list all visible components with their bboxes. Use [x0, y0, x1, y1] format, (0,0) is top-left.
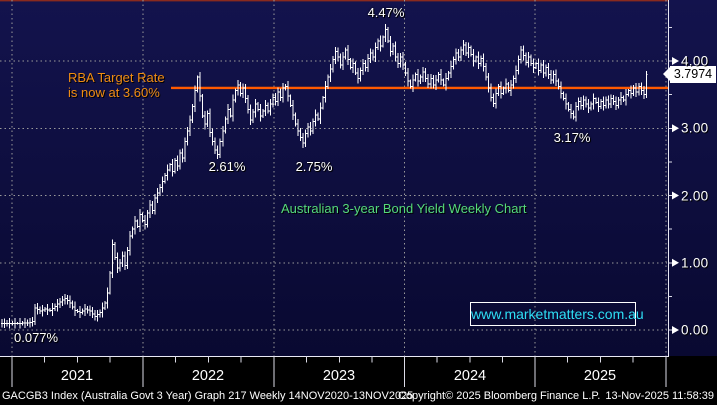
- y-tick-label: 4.00: [681, 53, 709, 69]
- x-tick-label-2023: 2023: [322, 368, 356, 384]
- footer-copyright: Copyright© 2025 Bloomberg Finance L.P.: [398, 390, 601, 402]
- x-tick-label-2024: 2024: [453, 368, 487, 384]
- y-tick-label: 2.00: [681, 188, 709, 203]
- chart-annotation: 3.17%: [553, 130, 591, 145]
- y-tick-label: 0.00: [681, 322, 709, 338]
- chart-annotation: 2.61%: [208, 159, 246, 174]
- footer-security-info: GACGB3 Index (Australia Govt 3 Year) Gra…: [2, 390, 414, 402]
- last-price-callout: 3.7974: [663, 66, 716, 83]
- chart-annotation: 4.47%: [367, 5, 405, 20]
- y-tick-label: 3.00: [681, 120, 709, 136]
- marketmatters-link[interactable]: www.marketmatters.com.au: [470, 302, 644, 326]
- footer-datetime: 13-Nov-2025 11:58:39: [605, 390, 714, 402]
- marketmatters-url[interactable]: www.marketmatters.com.au: [471, 306, 644, 322]
- x-tick-label-2022: 2022: [191, 368, 225, 384]
- last-price-value: 3.7974: [673, 67, 713, 81]
- y-tick-label: 1.00: [681, 255, 709, 271]
- rba-target-rate-line2: is now at 3.60%: [68, 85, 160, 100]
- chart-annotation: 2.75%: [295, 159, 333, 174]
- chart-title: Australian 3-year Bond Yield Weekly Char…: [281, 201, 527, 216]
- footer-bar: GACGB3 Index (Australia Govt 3 Year) Gra…: [0, 390, 717, 405]
- x-tick-label-2021: 2021: [60, 368, 94, 384]
- x-tick-label-2025: 2025: [583, 368, 617, 384]
- rba-target-rate-line1: RBA Target Rate: [68, 70, 165, 85]
- chart-annotation: 0.077%: [14, 330, 59, 345]
- rba-target-rate-label: RBA Target Rate is now at 3.60%: [68, 70, 165, 100]
